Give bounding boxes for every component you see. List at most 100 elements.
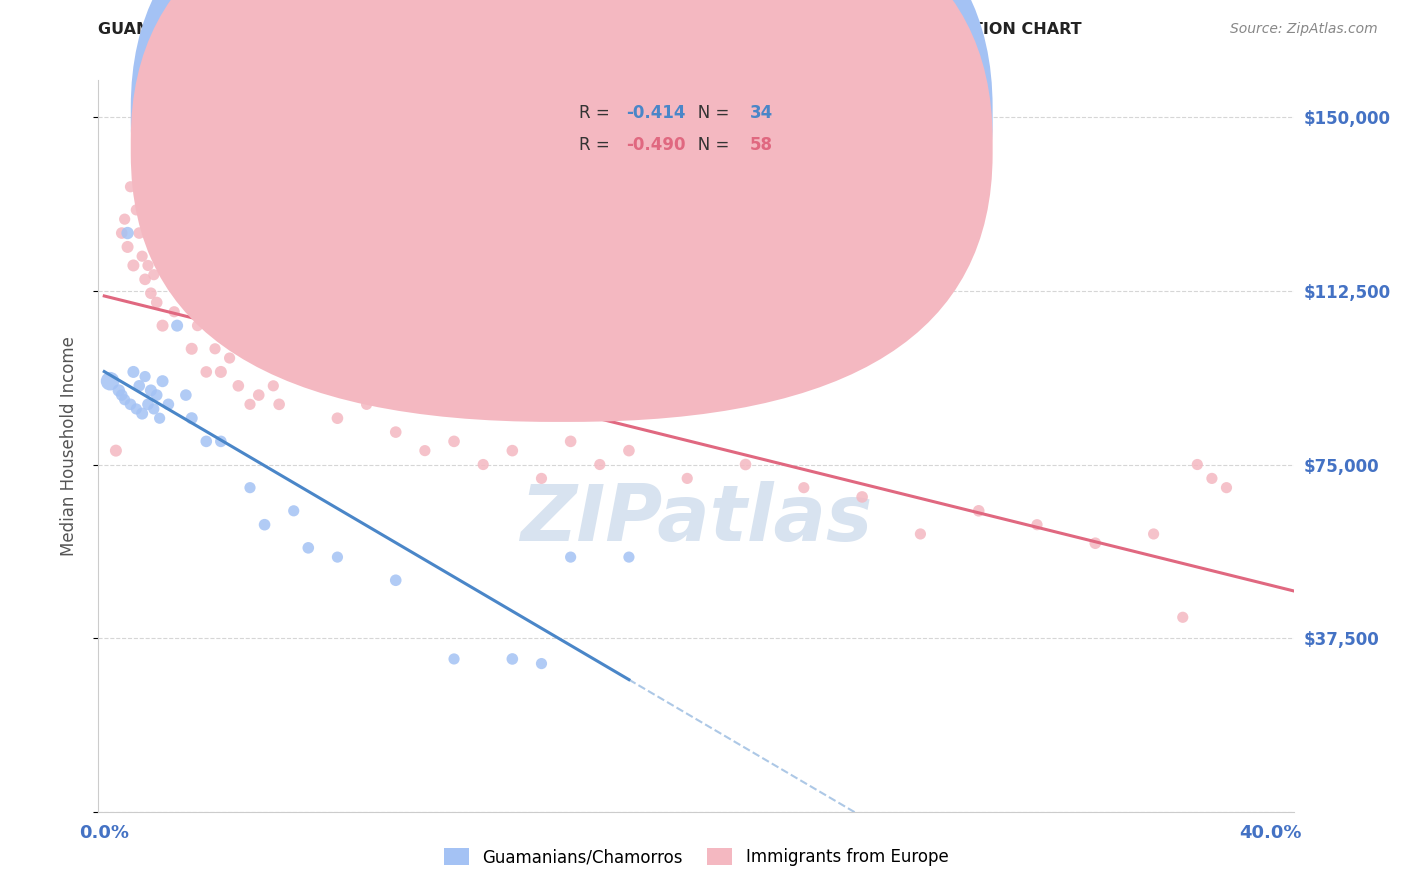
Point bbox=[443, 652, 465, 666]
Point bbox=[114, 392, 136, 407]
Point bbox=[157, 259, 180, 273]
Point bbox=[501, 652, 523, 666]
Point bbox=[134, 369, 156, 384]
Point bbox=[228, 379, 250, 393]
Point bbox=[734, 458, 756, 472]
Point bbox=[180, 342, 202, 356]
Point bbox=[247, 388, 270, 402]
Point bbox=[356, 397, 378, 411]
Point bbox=[98, 374, 121, 388]
Point bbox=[136, 259, 159, 273]
Point bbox=[218, 351, 240, 365]
Point bbox=[114, 212, 136, 227]
Point bbox=[195, 365, 218, 379]
Point bbox=[142, 268, 165, 282]
Point bbox=[793, 481, 815, 495]
Point bbox=[104, 443, 127, 458]
Point bbox=[174, 388, 197, 402]
Point bbox=[139, 384, 162, 398]
Point bbox=[125, 401, 148, 416]
Point bbox=[120, 179, 142, 194]
Point bbox=[1201, 471, 1223, 485]
Point bbox=[1084, 536, 1107, 550]
Point bbox=[145, 295, 167, 310]
Point bbox=[326, 411, 349, 425]
Y-axis label: Median Household Income: Median Household Income bbox=[59, 336, 77, 556]
Point bbox=[283, 504, 305, 518]
Point bbox=[152, 318, 174, 333]
Text: R =: R = bbox=[579, 104, 616, 122]
Point bbox=[1187, 458, 1209, 472]
Point bbox=[560, 550, 582, 565]
Point bbox=[117, 226, 139, 240]
Point bbox=[195, 434, 218, 449]
Point bbox=[967, 504, 990, 518]
Point bbox=[472, 458, 495, 472]
Point bbox=[239, 481, 262, 495]
Text: R =: R = bbox=[579, 136, 616, 154]
Point bbox=[676, 471, 699, 485]
Text: -0.490: -0.490 bbox=[626, 136, 685, 154]
Text: 34: 34 bbox=[749, 104, 773, 122]
Point bbox=[413, 443, 436, 458]
Point bbox=[111, 226, 134, 240]
Point bbox=[128, 379, 150, 393]
Point bbox=[1142, 527, 1164, 541]
Point bbox=[297, 541, 319, 555]
Point bbox=[145, 388, 167, 402]
Point bbox=[239, 397, 262, 411]
Point bbox=[262, 379, 284, 393]
Point bbox=[149, 249, 172, 263]
Point bbox=[180, 411, 202, 425]
Text: N =: N = bbox=[682, 136, 734, 154]
Point bbox=[530, 471, 553, 485]
Point bbox=[269, 397, 291, 411]
Point bbox=[910, 527, 932, 541]
Point bbox=[174, 295, 197, 310]
Point bbox=[253, 517, 276, 532]
Text: Source: ZipAtlas.com: Source: ZipAtlas.com bbox=[1230, 22, 1378, 37]
Point bbox=[128, 226, 150, 240]
Point bbox=[204, 342, 226, 356]
Point bbox=[589, 458, 612, 472]
Point bbox=[169, 272, 191, 286]
Text: 58: 58 bbox=[749, 136, 772, 154]
Point bbox=[209, 434, 232, 449]
Point bbox=[283, 365, 305, 379]
Text: ZIPatlas: ZIPatlas bbox=[520, 481, 872, 558]
Point bbox=[1026, 517, 1049, 532]
Point bbox=[152, 374, 174, 388]
Point bbox=[166, 318, 188, 333]
Point bbox=[186, 318, 208, 333]
Point bbox=[530, 657, 553, 671]
Point bbox=[163, 304, 186, 318]
Point bbox=[443, 434, 465, 449]
Point bbox=[125, 202, 148, 217]
Point bbox=[501, 443, 523, 458]
Point bbox=[117, 240, 139, 254]
Point bbox=[326, 550, 349, 565]
Point bbox=[122, 365, 145, 379]
Text: -0.414: -0.414 bbox=[626, 104, 685, 122]
Point bbox=[312, 166, 335, 180]
Legend: Guamanians/Chamorros, Immigrants from Europe: Guamanians/Chamorros, Immigrants from Eu… bbox=[437, 841, 955, 873]
Point bbox=[384, 574, 406, 588]
Point bbox=[617, 550, 640, 565]
Point bbox=[131, 407, 153, 421]
Point bbox=[111, 388, 134, 402]
Text: GUAMANIAN/CHAMORRO VS IMMIGRANTS FROM EUROPE MEDIAN HOUSEHOLD INCOME CORRELATION: GUAMANIAN/CHAMORRO VS IMMIGRANTS FROM EU… bbox=[98, 22, 1083, 37]
Point bbox=[157, 397, 180, 411]
Point bbox=[139, 286, 162, 301]
Point bbox=[131, 249, 153, 263]
Point bbox=[142, 401, 165, 416]
Point bbox=[122, 259, 145, 273]
Point bbox=[209, 365, 232, 379]
Point bbox=[560, 434, 582, 449]
Point bbox=[120, 397, 142, 411]
Point bbox=[108, 384, 131, 398]
Point bbox=[384, 425, 406, 439]
Point bbox=[851, 490, 873, 504]
Text: N =: N = bbox=[682, 104, 734, 122]
Point bbox=[1171, 610, 1194, 624]
Point bbox=[149, 411, 172, 425]
